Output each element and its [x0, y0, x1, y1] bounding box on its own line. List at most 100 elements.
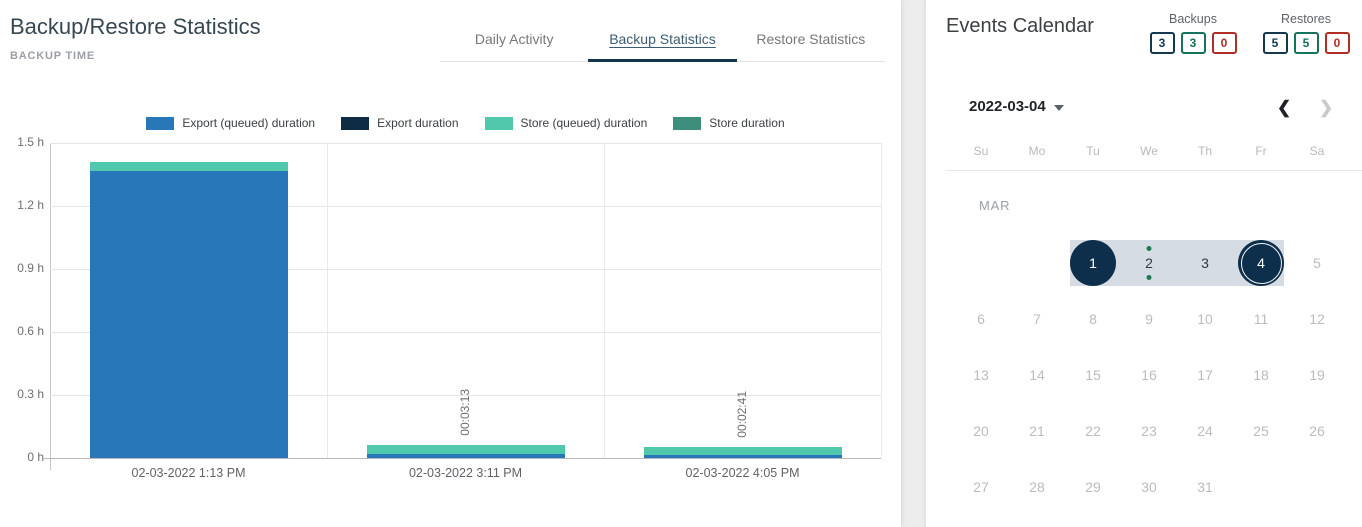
day-number: 5	[1313, 255, 1321, 271]
calendar-day-6[interactable]: 6	[953, 291, 1009, 347]
day-number: 12	[1309, 311, 1325, 327]
calendar-day-23[interactable]: 23	[1121, 403, 1177, 459]
bar-segment-export-queued-duration	[366, 454, 565, 458]
bar-02-03-2022-1-13-pm[interactable]	[89, 161, 288, 458]
selected-date: 2022-03-04	[969, 98, 1046, 115]
weekday-tu: Tu	[1086, 144, 1100, 158]
weekday-we: We	[1140, 144, 1158, 158]
calendar-day-18[interactable]: 18	[1233, 347, 1289, 403]
calendar-day-3[interactable]: 3	[1177, 235, 1233, 291]
calendar-day-8[interactable]: 8	[1065, 291, 1121, 347]
legend-swatch-icon	[673, 116, 702, 130]
day-number: 28	[1029, 479, 1045, 495]
tab-restore-statistics[interactable]: Restore Statistics	[737, 16, 885, 61]
calendar-day-4[interactable]: 4	[1233, 235, 1289, 291]
counter-restores-total[interactable]: 5	[1262, 32, 1288, 54]
counter-label: Backups	[1169, 12, 1217, 26]
calendar-day-25[interactable]: 25	[1233, 403, 1289, 459]
calendar-day-20[interactable]: 20	[953, 403, 1009, 459]
calendar-empty-cell	[1233, 459, 1289, 515]
legend-item-export-queued-duration[interactable]: Export (queued) duration	[146, 116, 315, 130]
calendar-day-28[interactable]: 28	[1009, 459, 1065, 515]
day-number: 9	[1145, 311, 1153, 327]
legend-item-store-duration[interactable]: Store duration	[673, 116, 785, 130]
counter-restores-success[interactable]: 5	[1293, 32, 1319, 54]
y-axis-tick-label: 1.2 h	[17, 198, 44, 212]
day-number: 13	[973, 367, 989, 383]
calendar-day-22[interactable]: 22	[1065, 403, 1121, 459]
next-month-button[interactable]: ❯	[1319, 98, 1334, 117]
counter-backups-failed[interactable]: 0	[1211, 32, 1237, 54]
y-axis-tick-label: 0 h	[27, 450, 44, 464]
calendar-day-19[interactable]: 19	[1289, 347, 1345, 403]
statistics-panel: Backup/Restore Statistics BACKUP TIME Da…	[0, 0, 901, 527]
prev-month-button[interactable]: ❮	[1277, 98, 1292, 117]
tab-daily-activity[interactable]: Daily Activity	[440, 16, 588, 61]
calendar-empty-cell	[1289, 459, 1345, 515]
counter-backups-total[interactable]: 3	[1149, 32, 1175, 54]
bar-segment-export-queued-duration	[89, 170, 288, 458]
calendar-day-11[interactable]: 11	[1233, 291, 1289, 347]
calendar-day-12[interactable]: 12	[1289, 291, 1345, 347]
calendar-day-5[interactable]: 5	[1289, 235, 1345, 291]
event-dot-icon	[1146, 275, 1152, 280]
day-number: 4	[1257, 255, 1265, 271]
counter-restores-failed[interactable]: 0	[1324, 32, 1350, 54]
legend-label: Export (queued) duration	[182, 116, 316, 130]
date-selector[interactable]: 2022-03-04	[969, 98, 1064, 115]
calendar-day-15[interactable]: 15	[1065, 347, 1121, 403]
calendar-day-31[interactable]: 31	[1177, 459, 1233, 515]
selected-day-circle	[1070, 240, 1116, 286]
day-number: 14	[1029, 367, 1045, 383]
legend-label: Export duration	[377, 116, 459, 130]
bar-02-03-2022-4-05-pm[interactable]	[643, 447, 842, 458]
bar-02-03-2022-3-11-pm[interactable]	[366, 445, 565, 458]
calendar-day-9[interactable]: 9	[1121, 291, 1177, 347]
day-number: 1	[1089, 255, 1097, 271]
day-number: 6	[977, 311, 985, 327]
day-number: 26	[1309, 423, 1325, 439]
tab-label: Backup Statistics	[609, 30, 716, 47]
calendar-day-2[interactable]: 2	[1121, 235, 1177, 291]
legend-label: Store duration	[709, 116, 785, 130]
tab-backup-statistics[interactable]: Backup Statistics	[588, 16, 737, 62]
weekday-sa: Sa	[1309, 144, 1325, 158]
x-axis-label: 02-03-2022 4:05 PM	[685, 466, 800, 480]
tab-label: Restore Statistics	[756, 30, 866, 47]
y-axis-tick-label: 1.5 h	[17, 135, 44, 149]
calendar-day-13[interactable]: 13	[953, 347, 1009, 403]
legend-item-export-duration[interactable]: Export duration	[341, 116, 459, 130]
legend-item-store-queued-duration[interactable]: Store (queued) duration	[484, 116, 647, 130]
calendar-day-10[interactable]: 10	[1177, 291, 1233, 347]
calendar-day-21[interactable]: 21	[1009, 403, 1065, 459]
day-number: 30	[1141, 479, 1157, 495]
day-number: 31	[1197, 479, 1213, 495]
day-number: 8	[1089, 311, 1097, 327]
bar-segment-store-queued-duration	[643, 447, 842, 456]
calendar-grid: 1 2 3 4 5 6 7 8 9 10 11 12 13 14 15 16 17 18 19 20 21 22 23 24 2…	[953, 235, 1345, 515]
calendar-day-24[interactable]: 24	[1177, 403, 1233, 459]
calendar-day-30[interactable]: 30	[1121, 459, 1177, 515]
x-axis-label: 02-03-2022 1:13 PM	[131, 466, 246, 480]
day-number: 20	[973, 423, 989, 439]
day-number: 29	[1085, 479, 1101, 495]
calendar-day-14[interactable]: 14	[1009, 347, 1065, 403]
calendar-empty-cell	[1009, 235, 1065, 291]
calendar-day-7[interactable]: 7	[1009, 291, 1065, 347]
calendar-day-26[interactable]: 26	[1289, 403, 1345, 459]
calendar-day-29[interactable]: 29	[1065, 459, 1121, 515]
calendar-day-1[interactable]: 1	[1065, 235, 1121, 291]
day-number: 17	[1197, 367, 1213, 383]
day-number: 19	[1309, 367, 1325, 383]
y-axis-tick-label: 0.9 h	[17, 261, 44, 275]
bar-value-label: 00:03:13	[457, 389, 472, 436]
day-number: 18	[1253, 367, 1269, 383]
counter-backups-success[interactable]: 3	[1180, 32, 1206, 54]
calendar-day-17[interactable]: 17	[1177, 347, 1233, 403]
legend-swatch-icon	[146, 116, 175, 130]
calendar-day-16[interactable]: 16	[1121, 347, 1177, 403]
calendar-day-27[interactable]: 27	[953, 459, 1009, 515]
